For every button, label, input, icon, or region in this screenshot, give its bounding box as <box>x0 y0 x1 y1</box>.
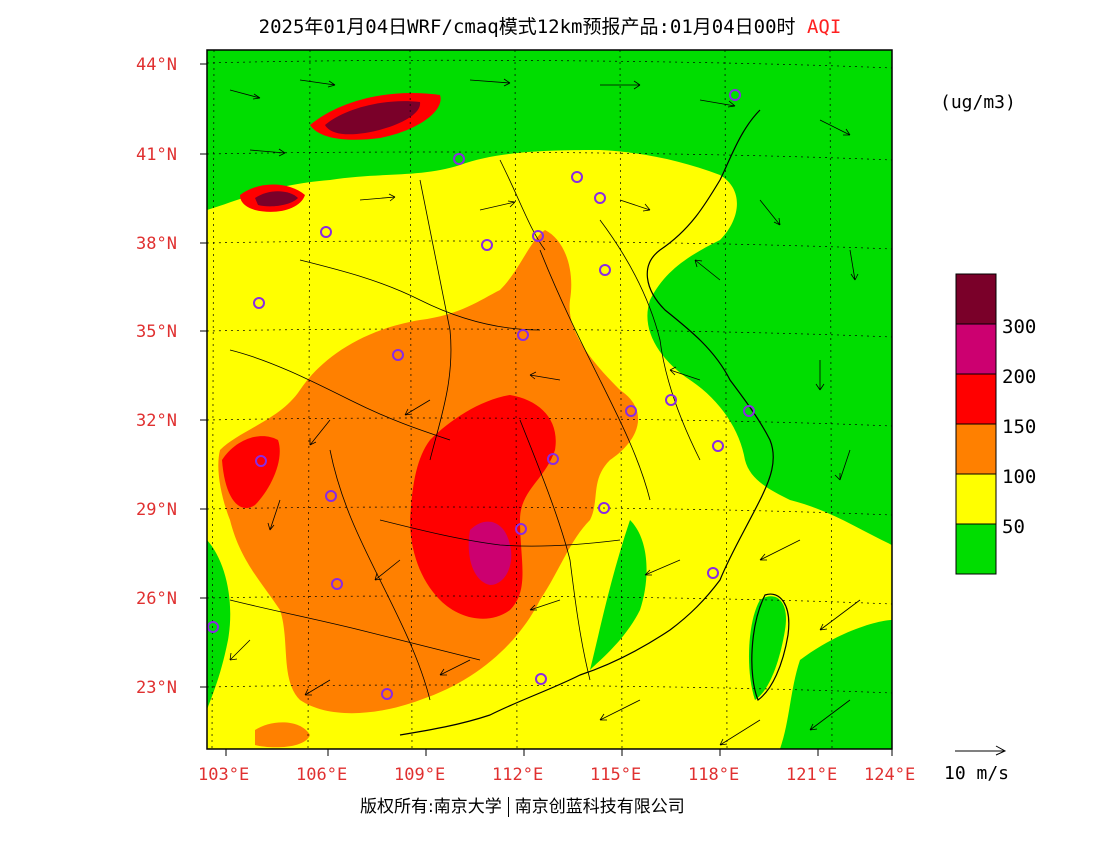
colorbar: 300 200 150 100 50 <box>955 273 1036 575</box>
province-boundaries <box>229 159 701 701</box>
colorbar-hazardous <box>955 273 997 325</box>
aqi-sensitive-south <box>255 722 310 748</box>
colorbar-sensitive <box>955 423 997 475</box>
map-frame <box>206 49 893 750</box>
copyright-credit: 版权所有:南京大学 南京创蓝科技有限公司 <box>360 792 685 817</box>
lon-ticks <box>225 749 893 756</box>
lat-label-35: 35°N <box>136 322 177 342</box>
lon-label-115: 115°E <box>590 765 641 785</box>
wind-reference-label: 10 m/s <box>944 763 1010 784</box>
lat-label-32: 32°N <box>136 411 177 431</box>
aqi-good-south-sea <box>780 620 892 749</box>
unit-label: (ug/m3) <box>940 92 1016 113</box>
lon-label-103: 103°E <box>198 765 249 785</box>
station-markers <box>207 89 755 700</box>
lon-label-121: 121°E <box>786 765 837 785</box>
aqi-unhealthy-west <box>222 436 280 508</box>
colorbar-label-300: 300 <box>1002 316 1036 338</box>
aqi-hazardous-north2 <box>255 191 298 207</box>
lat-label-29: 29°N <box>136 500 177 520</box>
colorbar-unhealthy <box>955 373 997 425</box>
lon-label-124: 124°E <box>864 765 915 785</box>
aqi-hazardous-north1 <box>325 101 421 135</box>
title-main: 2025年01月04日WRF/cmaq模式12km预报产品:01月04日00时 <box>258 16 796 38</box>
lon-label-109: 109°E <box>394 765 445 785</box>
aqi-good-taiwan <box>748 596 786 700</box>
wind-vectors <box>229 78 861 746</box>
coastline <box>399 109 774 736</box>
lat-label-41: 41°N <box>136 145 177 165</box>
lat-label-23: 23°N <box>136 678 177 698</box>
taiwan-outline <box>751 593 790 701</box>
lon-label-118: 118°E <box>688 765 739 785</box>
colorbar-label-150: 150 <box>1002 416 1036 438</box>
lat-label-26: 26°N <box>136 589 177 609</box>
colorbar-label-50: 50 <box>1002 516 1025 538</box>
lat-ticks <box>200 63 207 688</box>
title-product: AQI <box>806 16 842 38</box>
aqi-good-ocean <box>740 50 892 540</box>
wind-reference-arrow <box>955 745 1007 756</box>
aqi-field <box>207 50 892 749</box>
lat-label-38: 38°N <box>136 234 177 254</box>
aqi-good-coast <box>590 520 647 670</box>
aqi-very-unhealthy-region <box>468 521 512 585</box>
lat-label-44: 44°N <box>136 55 177 75</box>
colorbar-very-unhealthy <box>955 323 997 375</box>
colorbar-moderate <box>955 473 997 525</box>
credit-left: 版权所有:南京大学 <box>360 797 502 817</box>
lon-label-106: 106°E <box>296 765 347 785</box>
lon-label-112: 112°E <box>492 765 543 785</box>
colorbar-label-100: 100 <box>1002 466 1036 488</box>
map-title: 2025年01月04日WRF/cmaq模式12km预报产品:01月04日00时 … <box>0 12 1100 39</box>
colorbar-good <box>955 523 997 575</box>
colorbar-label-200: 200 <box>1002 366 1036 388</box>
credit-right: 南京创蓝科技有限公司 <box>514 797 685 817</box>
